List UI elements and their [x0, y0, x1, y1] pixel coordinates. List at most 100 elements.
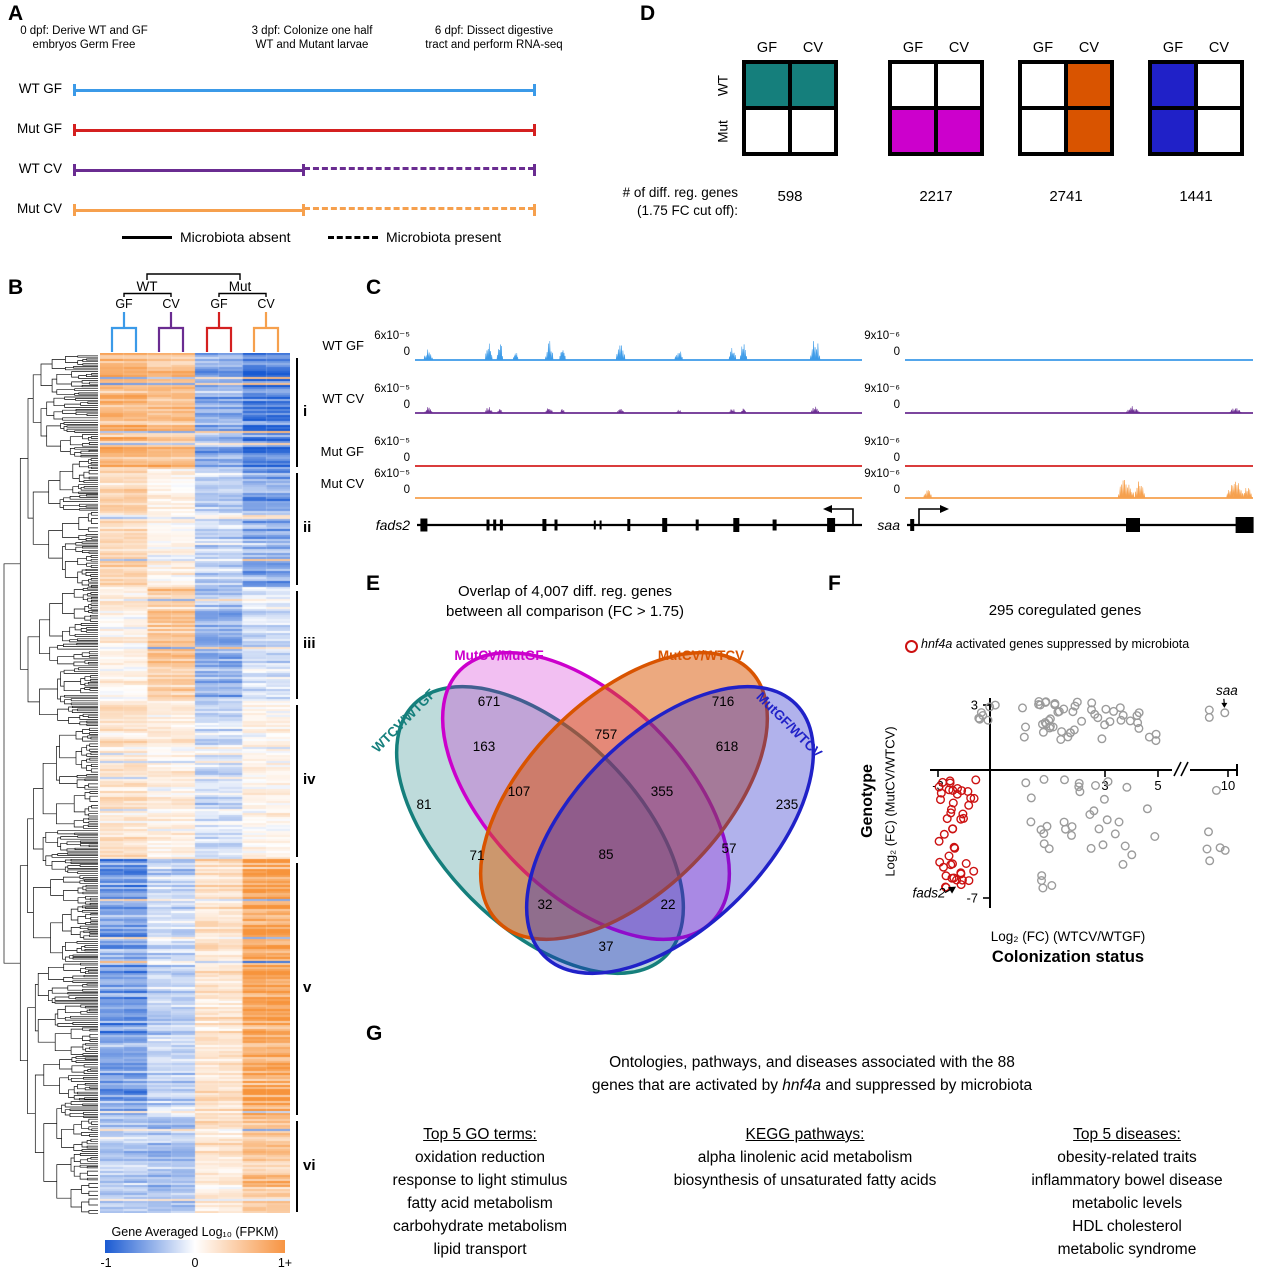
- a-legend-label-0: Microbiota absent: [180, 229, 291, 245]
- c-exon-fads2-3: [499, 519, 503, 531]
- f-legend-rest: activated genes suppressed by microbiota: [952, 637, 1190, 651]
- f-point: [1039, 839, 1049, 849]
- venn-region-value-10: 85: [598, 847, 613, 862]
- c-row-label-WT CV: WT CV: [322, 391, 364, 406]
- f-point: [948, 798, 958, 808]
- venn-region-value-11: 57: [721, 841, 736, 856]
- c-exon-saa-2: [1235, 517, 1254, 533]
- g-col-header-1: KEGG pathways:: [745, 1126, 865, 1143]
- f-point: [975, 714, 985, 724]
- c-gene-label-fads2: fads2: [375, 517, 410, 533]
- f-point: [1134, 723, 1144, 733]
- f-point: [1122, 782, 1132, 792]
- f-point: [1072, 697, 1082, 707]
- f-point: [961, 859, 971, 869]
- g-item-0-2: fatty acid metabolism: [407, 1195, 553, 1212]
- d-grid-2-cell-WT-GF: [1022, 64, 1064, 106]
- b-cluster-label-ii: ii: [303, 519, 312, 536]
- c-right-zero-2: 0: [893, 452, 900, 464]
- f-annotation-fads2: fads2: [913, 886, 947, 901]
- timeline-line-Mut GF: [75, 128, 534, 132]
- venn-region-value-3: 757: [595, 727, 618, 742]
- g-item-0-1: response to light stimulus: [392, 1172, 568, 1189]
- f-point: [956, 869, 966, 879]
- f-point: [1057, 727, 1067, 737]
- timeline-tick-Mut GF: [533, 124, 536, 136]
- c-row-label-WT GF: WT GF: [322, 338, 364, 353]
- f-point: [1036, 876, 1046, 886]
- f-x-tick-label--3: -3: [932, 778, 944, 793]
- d-row-label-Mut: Mut: [715, 120, 731, 143]
- g-title2-pre: genes that are activated by: [591, 1077, 783, 1094]
- f-point: [1021, 722, 1031, 732]
- f-x-tick-label-5: 5: [1154, 778, 1161, 793]
- c-exon-fads2-4: [542, 519, 547, 531]
- f-point: [1059, 775, 1069, 785]
- c-row-label-Mut GF: Mut GF: [320, 444, 364, 459]
- timeline-tick-WT CV: [302, 164, 305, 176]
- d-count-1: 2217: [919, 188, 953, 205]
- f-point: [1133, 718, 1143, 728]
- f-point: [1060, 824, 1070, 834]
- b-cluster-label-v: v: [303, 979, 312, 996]
- f-point: [1040, 697, 1050, 707]
- g-item-2-3: HDL cholesterol: [1072, 1218, 1182, 1235]
- d-col-label-0-GF: GF: [756, 40, 778, 56]
- f-point: [1021, 778, 1031, 788]
- b-cluster-label-vi: vi: [303, 1156, 316, 1174]
- g-item-0-4: lipid transport: [433, 1241, 527, 1258]
- panel-label-g: G: [366, 1022, 383, 1045]
- f-point: [1203, 827, 1213, 837]
- timeline-milestone-1: 0 dpf: Derive WT and GF embryos Germ Free: [20, 25, 148, 51]
- b-group-label-Mut: Mut: [228, 279, 252, 294]
- c-exon-fads2-1: [486, 519, 490, 531]
- f-point: [1205, 856, 1215, 866]
- d-grid-1-cell-WT-GF: [892, 64, 934, 106]
- b-cond-label-2: GF: [210, 297, 228, 311]
- f-point: [1018, 703, 1028, 713]
- f-point: [1074, 778, 1084, 788]
- b-colorbar-min: -1: [100, 1256, 112, 1270]
- timeline-line-WT GF: [75, 88, 534, 92]
- f-point: [1053, 707, 1063, 717]
- f-point: [969, 793, 979, 803]
- f-point: [1144, 732, 1154, 742]
- f-point: [1037, 871, 1047, 881]
- c-left-scale-1: 6x10⁻⁵: [374, 383, 410, 395]
- b-column-bracket-mutgf: [205, 312, 233, 352]
- g-title-line2: genes that are activated by hnf4a and su…: [412, 1077, 1212, 1095]
- venn-region-value-1: 716: [712, 694, 735, 709]
- f-point: [1150, 832, 1160, 842]
- f-point: [1110, 829, 1120, 839]
- f-point: [1118, 710, 1128, 720]
- g-item-2-4: metabolic syndrome: [1057, 1241, 1197, 1258]
- f-point: [1127, 850, 1137, 860]
- c-exon-fads2-12: [772, 519, 777, 531]
- f-point: [1142, 804, 1152, 814]
- f-point: [936, 795, 946, 805]
- d-grid-0-cell-WT-GF: [746, 64, 788, 106]
- c-left-scale-0: 6x10⁻⁵: [374, 330, 410, 342]
- d-grid-0-cell-Mut-GF: [746, 110, 788, 152]
- f-point: [1220, 845, 1230, 855]
- venn-region-value-7: 355: [651, 784, 674, 799]
- f-point: [1090, 781, 1100, 791]
- b-column-bracket-mutcv: [252, 312, 280, 352]
- c-left-scale-2: 6x10⁻⁵: [374, 436, 410, 448]
- g-col-header-0: Top 5 GO terms:: [423, 1126, 537, 1143]
- f-point: [944, 785, 954, 795]
- c-right-zero-0: 0: [893, 346, 900, 358]
- venn-region-value-4: 618: [716, 739, 739, 754]
- f-point: [1068, 707, 1078, 717]
- d-col-label-2-GF: GF: [1032, 40, 1054, 56]
- timeline-line-dashed-WT CV: [304, 167, 534, 170]
- f-point: [958, 809, 968, 819]
- g-item-2-2: metabolic levels: [1071, 1195, 1183, 1212]
- f-point: [934, 836, 944, 846]
- venn-title-line1: Overlap of 4,007 diff. reg. genes: [457, 583, 673, 600]
- condition-label-Mut GF: Mut GF: [16, 121, 62, 136]
- c-track-peaks-3: [923, 479, 1253, 499]
- c-exon-fads2-10: [695, 519, 699, 531]
- c-track-peaks-0: [423, 341, 821, 361]
- c-exon-saa-0: [910, 519, 915, 531]
